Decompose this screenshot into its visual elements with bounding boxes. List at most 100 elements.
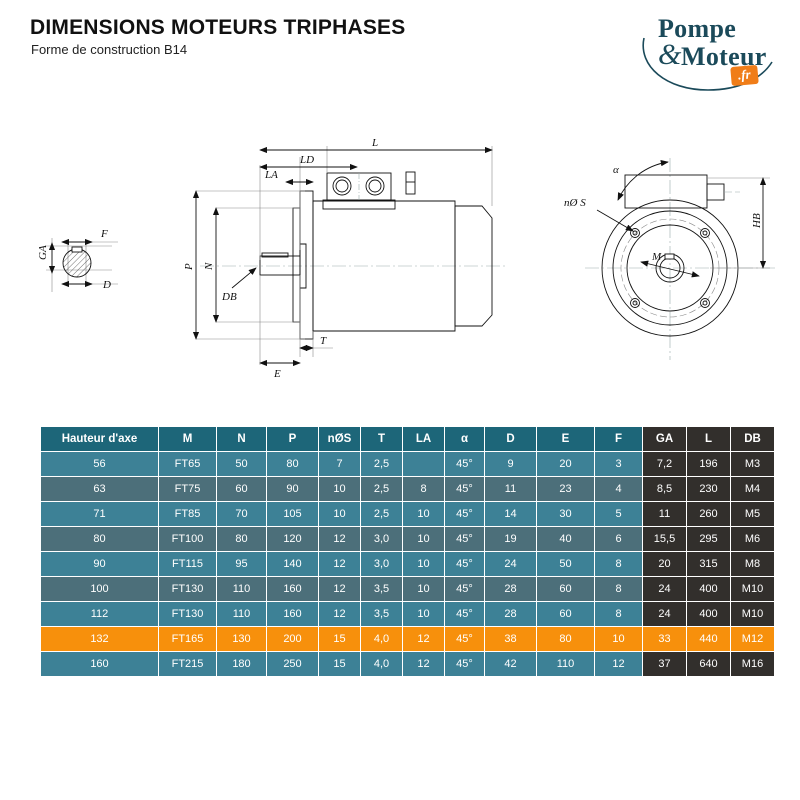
motor-side-view <box>192 146 505 367</box>
table-cell-m: FT130 <box>158 576 217 602</box>
table-cell-d: 38 <box>484 626 537 652</box>
table-cell-: 45° <box>444 451 485 477</box>
table-cell-ga: 24 <box>642 576 687 602</box>
table-cell-la: 10 <box>402 601 445 627</box>
table-cell-f: 6 <box>594 526 643 552</box>
motor-front-view <box>585 158 775 360</box>
table-cell-db: M10 <box>730 601 775 627</box>
table-row[interactable]: 56 FT65 50 80 7 2,5 45° 9 20 3 7,2 196 M3 <box>40 451 775 477</box>
table-cell-n-s: 10 <box>318 476 361 502</box>
table-cell-t: 3,5 <box>360 601 403 627</box>
label-la: LA <box>264 169 278 181</box>
table-cell-ga: 37 <box>642 651 687 677</box>
table-header-hauteur-d-axe: Hauteur d'axe <box>40 426 159 452</box>
brand-logo[interactable]: Pompe & Moteur .fr <box>636 8 786 94</box>
table-header-d: D <box>484 426 537 452</box>
table-cell-f: 4 <box>594 476 643 502</box>
page-header: DIMENSIONS MOTEURS TRIPHASES Forme de co… <box>0 0 800 100</box>
table-cell-ga: 24 <box>642 601 687 627</box>
table-cell-f: 3 <box>594 451 643 477</box>
label-nos: nØ S <box>564 197 586 209</box>
table-cell-n: 110 <box>216 576 267 602</box>
table-cell-: 45° <box>444 601 485 627</box>
table-cell-d: 42 <box>484 651 537 677</box>
table-row[interactable]: 71 FT85 70 105 10 2,5 10 45° 14 30 5 11 260 M5 <box>40 501 775 527</box>
table-cell-db: M4 <box>730 476 775 502</box>
table-cell-n: 180 <box>216 651 267 677</box>
table-cell-e: 40 <box>536 526 595 552</box>
table-cell-d: 14 <box>484 501 537 527</box>
table-cell-ga: 20 <box>642 551 687 577</box>
table-header-t: T <box>360 426 403 452</box>
table-cell-ga: 33 <box>642 626 687 652</box>
table-cell-db: M12 <box>730 626 775 652</box>
table-cell-p: 200 <box>266 626 319 652</box>
table-header-p: P <box>266 426 319 452</box>
table-cell-ga: 11 <box>642 501 687 527</box>
shaft-cross-section-detail <box>46 238 118 292</box>
label-hb: HB <box>751 213 763 229</box>
table-cell-n-s: 12 <box>318 551 361 577</box>
table-cell-la: 12 <box>402 626 445 652</box>
table-cell-t: 2,5 <box>360 501 403 527</box>
table-cell-m: FT85 <box>158 501 217 527</box>
table-cell-hauteur-d-axe: 71 <box>40 501 159 527</box>
table-cell-e: 20 <box>536 451 595 477</box>
table-header-l: L <box>686 426 731 452</box>
table-cell-t: 2,5 <box>360 476 403 502</box>
logo-swoosh-icon <box>642 37 773 91</box>
table-cell-n-s: 15 <box>318 651 361 677</box>
table-cell-m: FT165 <box>158 626 217 652</box>
table-header-n: N <box>216 426 267 452</box>
page-title: DIMENSIONS MOTEURS TRIPHASES <box>30 16 406 39</box>
label-ld: LD <box>299 154 314 166</box>
technical-drawing: GA F D <box>0 110 800 400</box>
label-p: P <box>183 263 195 271</box>
table-cell-n-s: 12 <box>318 576 361 602</box>
motor-dimension-drawing: GA F D <box>37 137 775 380</box>
table-cell-n: 110 <box>216 601 267 627</box>
table-cell-hauteur-d-axe: 56 <box>40 451 159 477</box>
table-cell-hauteur-d-axe: 63 <box>40 476 159 502</box>
table-row[interactable]: 63 FT75 60 90 10 2,5 8 45° 11 23 4 8,5 230 M4 <box>40 476 775 502</box>
table-cell-db: M8 <box>730 551 775 577</box>
table-cell-e: 60 <box>536 601 595 627</box>
table-cell-n: 130 <box>216 626 267 652</box>
table-row[interactable]: 90 FT115 95 140 12 3,0 10 45° 24 50 8 20 315 M8 <box>40 551 775 577</box>
table-row[interactable]: 112 FT130 110 160 12 3,5 10 45° 28 60 8 24 400 M10 <box>40 601 775 627</box>
table-cell-m: FT115 <box>158 551 217 577</box>
table-cell-l: 440 <box>686 626 731 652</box>
label-d: D <box>102 279 111 291</box>
table-cell-db: M10 <box>730 576 775 602</box>
table-row[interactable]: 80 FT100 80 120 12 3,0 10 45° 19 40 6 15,5 295 M6 <box>40 526 775 552</box>
table-cell-t: 3,5 <box>360 576 403 602</box>
table-cell-hauteur-d-axe: 132 <box>40 626 159 652</box>
label-m: M <box>651 251 662 263</box>
table-cell-f: 12 <box>594 651 643 677</box>
table-cell-p: 80 <box>266 451 319 477</box>
table-cell-e: 50 <box>536 551 595 577</box>
table-cell-d: 11 <box>484 476 537 502</box>
label-f: F <box>100 228 108 240</box>
table-cell-la: 10 <box>402 576 445 602</box>
table-header-la: LA <box>402 426 445 452</box>
table-cell-p: 120 <box>266 526 319 552</box>
table-header-m: M <box>158 426 217 452</box>
table-row[interactable]: 132 FT165 130 200 15 4,0 12 45° 38 80 10 33 440 M12 <box>40 626 775 652</box>
logo-text-ampersand: & <box>658 38 682 71</box>
table-row[interactable]: 160 FT215 180 250 15 4,0 12 45° 42 110 12 37 640 M16 <box>40 651 775 677</box>
table-cell-: 45° <box>444 576 485 602</box>
table-cell-p: 105 <box>266 501 319 527</box>
table-cell-p: 160 <box>266 601 319 627</box>
table-cell-: 45° <box>444 651 485 677</box>
table-cell-e: 80 <box>536 626 595 652</box>
logo-text-pompe: Pompe <box>658 14 737 43</box>
table-row[interactable]: 100 FT130 110 160 12 3,5 10 45° 28 60 8 24 400 M10 <box>40 576 775 602</box>
table-cell-n-s: 15 <box>318 626 361 652</box>
table-cell-la: 10 <box>402 501 445 527</box>
table-header-n-s: nØS <box>318 426 361 452</box>
table-cell-hauteur-d-axe: 100 <box>40 576 159 602</box>
table-cell-l: 196 <box>686 451 731 477</box>
